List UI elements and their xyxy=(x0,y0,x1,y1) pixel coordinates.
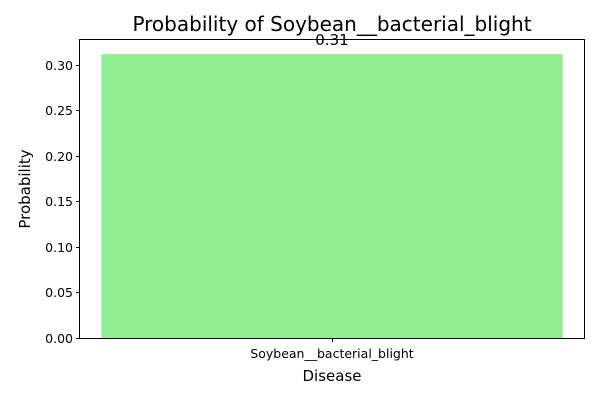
y-tick-label: 0.00 xyxy=(45,331,73,346)
y-tick-label: 0.05 xyxy=(45,285,73,300)
y-tick-label: 0.25 xyxy=(45,103,73,118)
y-tick-label: 0.10 xyxy=(45,240,73,255)
chart-title: Probability of Soybean__bacterial_blight xyxy=(132,12,531,36)
axes-frame xyxy=(79,39,585,339)
plot-area: 0.00 0.05 0.10 0.15 0.20 0.25 0.30 Soybean__bac… xyxy=(45,31,563,361)
y-axis-label: Probability xyxy=(16,149,34,228)
y-tick-label: 0.20 xyxy=(45,149,73,164)
bar-value-label: 0.31 xyxy=(315,31,348,49)
y-tick-label: 0.15 xyxy=(45,194,73,209)
x-tick-label: Soybean__bacterial_blight xyxy=(250,346,413,361)
y-tick-label: 0.30 xyxy=(45,58,73,73)
bar xyxy=(101,54,563,339)
x-axis-label: Disease xyxy=(303,367,362,385)
